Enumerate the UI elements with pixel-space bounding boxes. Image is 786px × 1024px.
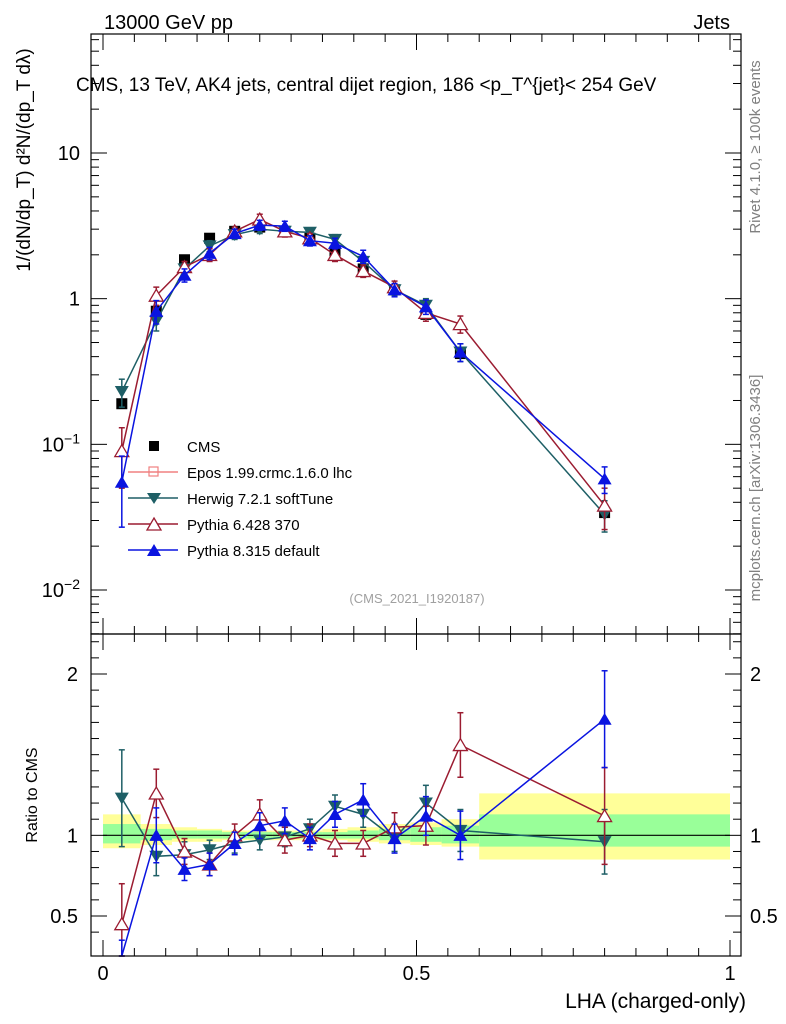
point-pythia-8-315-default — [227, 837, 242, 849]
legend-entry-epos: Epos 1.99.crmc.1.6.0 lhc — [128, 465, 353, 482]
rivet-side-label: Rivet 4.1.0, ≥ 100k events — [747, 60, 764, 233]
main-ytick-label: 10−1 — [42, 430, 80, 456]
legend-label-pythia6: Pythia 6.428 370 — [187, 517, 300, 534]
point-pythia-8-315-default — [202, 858, 217, 870]
point-pythia-6-428-370 — [276, 832, 293, 847]
ratio-xtick-label: 0.5 — [403, 963, 431, 985]
ratio-series — [113, 670, 613, 957]
legend-label-herwig: Herwig 7.2.1 softTune — [187, 491, 333, 508]
point-pythia-8-315-default — [227, 227, 242, 240]
ratio-xlabel: LHA (charged-only) — [565, 990, 746, 1013]
point-pythia-8-315-default — [327, 236, 342, 249]
mcplots-side-label: mcplots.cern.ch [arXiv:1306.3436] — [747, 375, 764, 602]
point-pythia-6-428-370 — [113, 916, 130, 931]
point-pythia-8-315-default — [177, 862, 192, 875]
ratio-ylabel: Ratio to CMS — [24, 747, 41, 842]
point-pythia-8-315-default — [252, 218, 267, 231]
main-axes: 10 1 10−1 10−2 — [42, 34, 741, 635]
ratio-ytick-label: 2 — [67, 664, 78, 686]
point-herwig-7-2-1-softtune — [202, 240, 217, 253]
analysis-watermark: (CMS_2021_I1920187) — [349, 591, 484, 606]
point-pythia-8-315-default — [356, 250, 371, 263]
point-pythia-8-315-default — [453, 829, 468, 841]
point-pythia-8-315-default — [149, 304, 164, 317]
point-pythia-8-315-default — [252, 819, 267, 832]
point-pythia-6-428-370 — [596, 808, 613, 823]
ratio-frame — [90, 633, 742, 957]
category-label: Jets — [693, 12, 730, 34]
point-pythia-8-315-default — [277, 814, 292, 827]
legend-marker-epos — [148, 466, 159, 477]
point-pythia-8-315-default — [177, 268, 192, 281]
series-line-pythia-6-428-370 — [121, 218, 606, 507]
point-pythia-8-315-default — [149, 829, 164, 841]
ratio-ytick-label-right: 2 — [750, 664, 761, 686]
point-pythia-6-428-370 — [326, 835, 344, 850]
point-pythia-6-428-370 — [176, 843, 193, 858]
ratio-axes: 2 2 1 1 0.5 0.5 0 0.5 1 — [50, 634, 778, 985]
point-herwig-7-2-1-softtune — [114, 792, 129, 805]
legend-marker-cms — [149, 441, 159, 451]
ratio-band-stat — [171, 830, 198, 839]
main-ytick-label: 10−2 — [42, 576, 80, 602]
point-pythia-8-315-default — [302, 234, 317, 247]
point-pythia-8-315-default — [597, 472, 612, 485]
legend-label-epos: Epos 1.99.crmc.1.6.0 lhc — [187, 465, 353, 482]
legend: CMS Epos 1.99.crmc.1.6.0 lhc Herwig 7.2.… — [128, 439, 353, 560]
legend-entry-pythia6: Pythia 6.428 370 — [128, 516, 300, 534]
point-pythia-8-315-default — [202, 246, 217, 259]
main-ylabel: 1/(dN/dp_T) d²N/(dp_T dλ) — [14, 48, 35, 272]
ratio-xtick-label: 0 — [97, 963, 108, 985]
main-ytick-label: 1 — [69, 289, 80, 311]
point-herwig-7-2-1-softtune — [114, 386, 129, 398]
point-pythia-8-315-default — [453, 345, 468, 358]
legend-entry-cms: CMS — [149, 439, 220, 456]
ratio-band-stat — [197, 830, 223, 839]
series-line-pythia-8-315-default — [121, 224, 606, 483]
point-pythia-6-428-370 — [452, 737, 469, 752]
series-pythia-8-315-default — [118, 670, 612, 957]
point-pythia-8-315-default — [302, 832, 317, 845]
point-pythia-8-315-default — [327, 808, 342, 820]
point-pythia-6-428-370 — [148, 785, 165, 800]
main-title: CMS, 13 TeV, AK4 jets, central dijet reg… — [76, 75, 657, 96]
point-pythia-8-315-default — [114, 475, 129, 488]
ratio-ytick-label: 0.5 — [50, 906, 78, 928]
ratio-ytick-label-right: 1 — [750, 825, 761, 847]
point-pythia-6-428-370 — [355, 835, 372, 850]
legend-marker-herwig — [147, 493, 161, 504]
point-pythia-8-315-default — [597, 712, 612, 725]
series-pythia-8-315-default — [114, 218, 612, 528]
point-pythia-6-428-370 — [355, 263, 372, 278]
point-pythia-8-315-default — [356, 793, 371, 806]
point-pythia-6-428-370 — [596, 497, 613, 512]
point-pythia-8-315-default — [418, 809, 433, 822]
ratio-xtick-label: 1 — [724, 963, 735, 985]
legend-label-cms: CMS — [187, 439, 220, 456]
legend-marker-pythia6 — [145, 516, 163, 531]
point-herwig-7-2-1-softtune — [202, 844, 217, 857]
main-ytick-label: 10 — [58, 143, 80, 165]
point-pythia-8-315-default — [387, 283, 402, 296]
energy-label: 13000 GeV pp — [104, 12, 233, 34]
main-series — [113, 211, 613, 533]
point-pythia-8-315-default — [418, 300, 433, 313]
legend-marker-pythia8 — [147, 544, 161, 556]
point-pythia-6-428-370 — [326, 247, 344, 262]
point-pythia-8-315-default — [387, 832, 402, 845]
ratio-ytick-label-right: 0.5 — [750, 906, 778, 928]
point-cms — [204, 232, 216, 244]
point-herwig-7-2-1-softtune — [252, 834, 267, 847]
point-pythia-8-315-default — [277, 219, 292, 232]
legend-label-pythia8: Pythia 8.315 default — [187, 543, 320, 560]
point-pythia-6-428-370 — [452, 316, 469, 331]
legend-entry-pythia8: Pythia 8.315 default — [128, 543, 320, 560]
legend-entry-herwig: Herwig 7.2.1 softTune — [128, 491, 333, 508]
ratio-ytick-label: 1 — [67, 825, 78, 847]
